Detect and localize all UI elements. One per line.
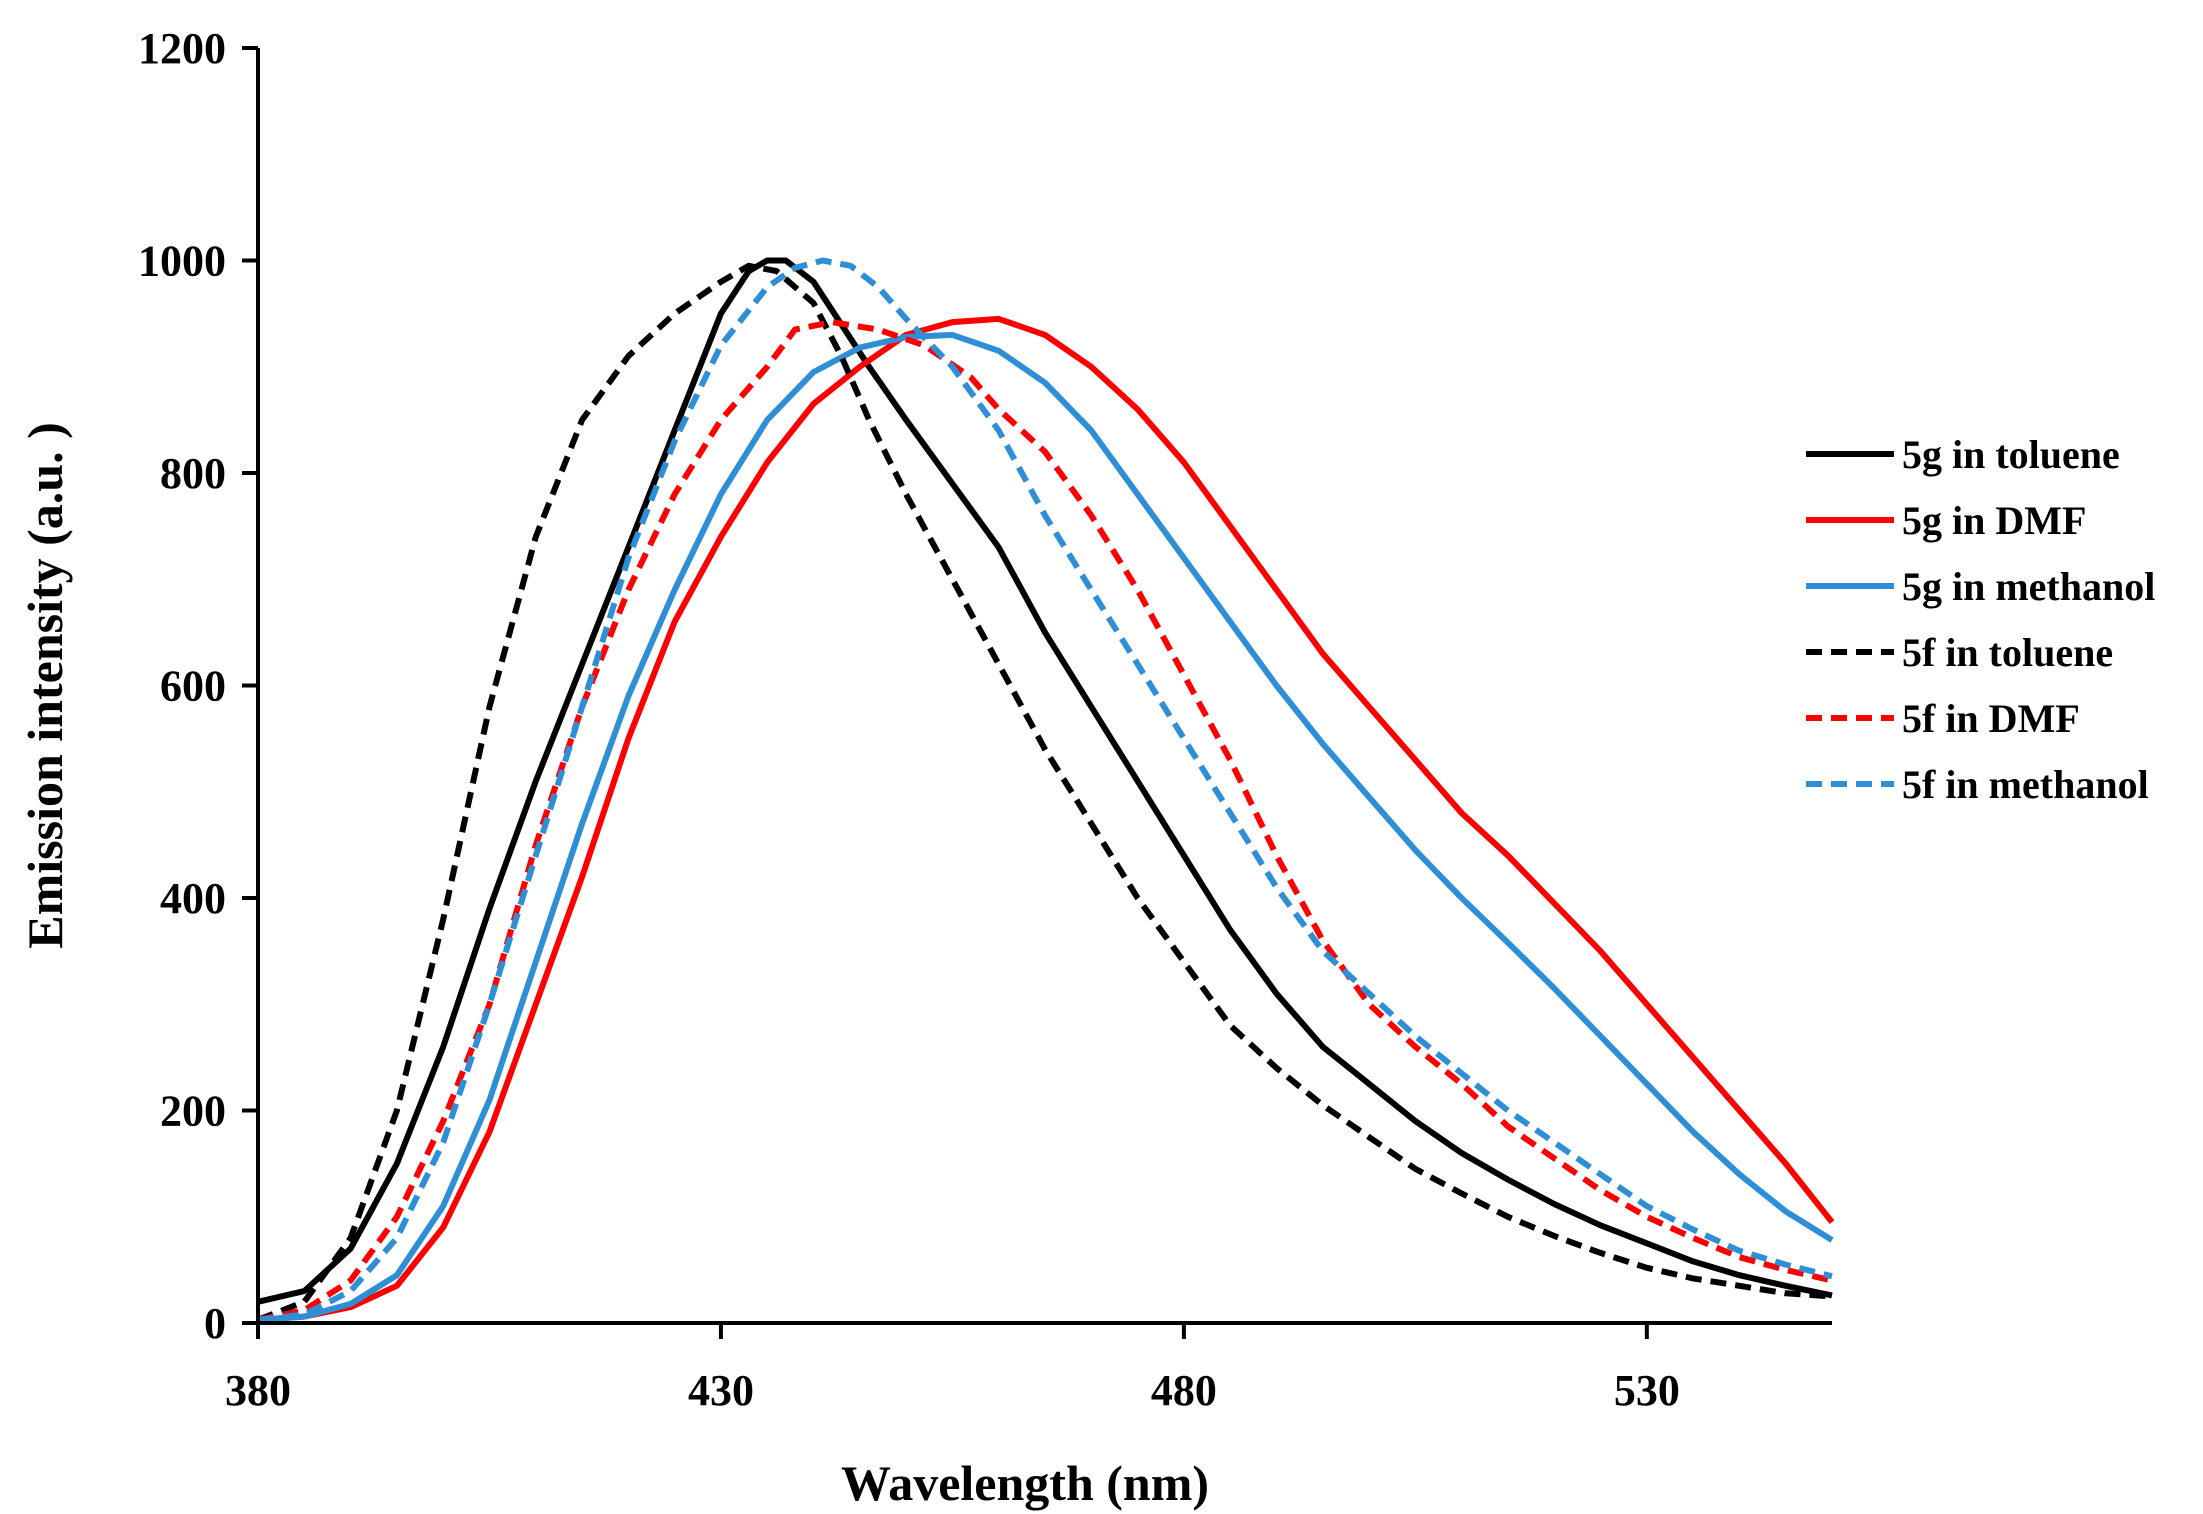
x-axis-title: Wavelength (nm) [841,1455,1209,1511]
y-tick-label: 0 [204,1299,226,1348]
x-tick-label: 430 [688,1366,754,1415]
y-tick-label: 200 [160,1087,226,1136]
y-tick-label: 1200 [138,24,226,73]
x-tick-label: 530 [1614,1366,1680,1415]
series-line-0 [257,257,1833,1305]
y-axis-title: Emission intensity (a.u. ) [17,422,73,948]
series-line-5 [257,257,1833,1323]
series-line-4 [257,319,1833,1323]
legend-label: 5g in methanol [1902,564,2155,609]
y-tick-label: 800 [160,449,226,498]
legend-label: 5f in methanol [1902,762,2149,807]
y-tick-label: 1000 [138,237,226,286]
plot-lines [256,257,1835,1323]
series-line-1 [257,315,1835,1323]
x-tick-label: 380 [225,1366,291,1415]
legend-label: 5f in DMF [1902,696,2080,741]
legend: 5g in toluene 5g in DMF 5g in methanol 5f i… [1806,432,2155,807]
y-tick-label: 400 [160,874,226,923]
legend-label: 5g in toluene [1902,432,2120,477]
series-line-3 [256,262,1833,1323]
series-line-2 [257,331,1834,1323]
x-tick-label: 480 [1151,1366,1217,1415]
y-tick-label: 600 [160,662,226,711]
legend-label: 5f in toluene [1902,630,2113,675]
legend-label: 5g in DMF [1902,498,2086,543]
ticks: 0 200 400 600 800 1000 1200 380 430 480 530 [138,24,1680,1415]
